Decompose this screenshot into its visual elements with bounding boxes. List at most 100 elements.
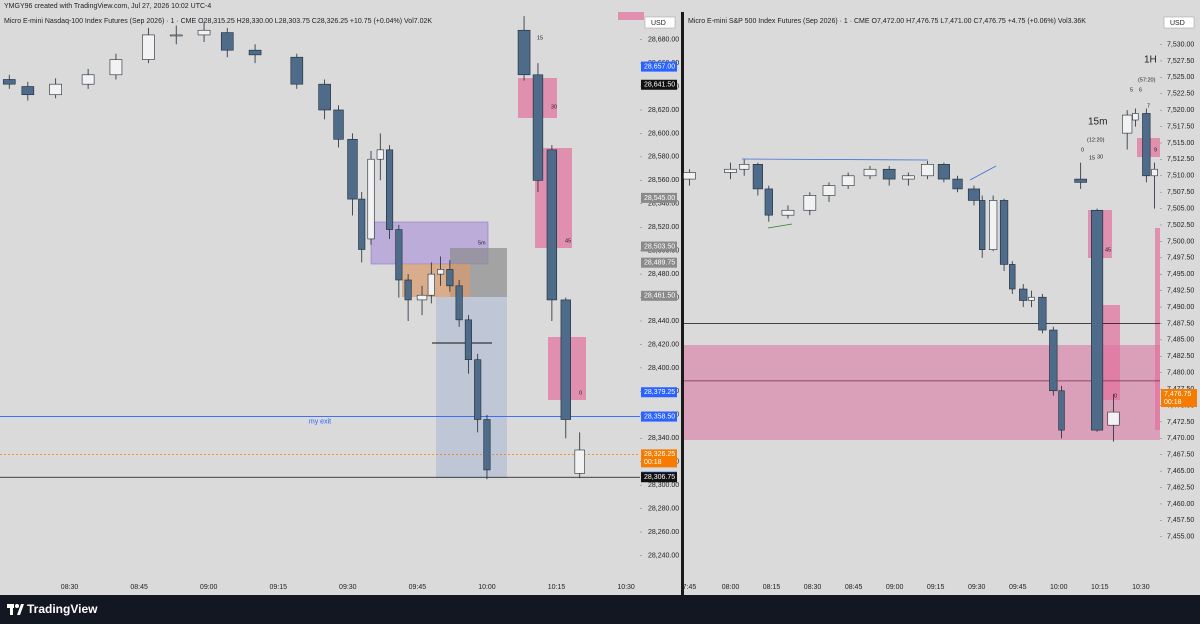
- candle-body: [1142, 113, 1151, 177]
- candle-body: [988, 200, 998, 250]
- price-label-box: [641, 79, 677, 90]
- annotation: 0: [1081, 147, 1084, 153]
- candle-body: [574, 449, 585, 474]
- candle-body: [546, 149, 558, 301]
- y-tick-label: 7,467.50: [1167, 452, 1194, 459]
- annotation: 15m: [1088, 117, 1107, 128]
- y-tick-label: 28,540.00: [648, 201, 679, 208]
- candle-body: [2, 79, 16, 85]
- y-tick-label: 7,495.00: [1167, 271, 1194, 278]
- countdown: 00:18: [644, 459, 662, 466]
- candle-body: [404, 279, 412, 301]
- currency: USD: [1170, 20, 1185, 27]
- annotation: 7: [1147, 103, 1150, 109]
- candle-body: [724, 168, 737, 173]
- y-tick-label: 7,527.50: [1167, 58, 1194, 65]
- candle-body: [169, 34, 183, 37]
- y-tick-label: 28,440.00: [648, 318, 679, 325]
- y-tick-label: 7,497.50: [1167, 255, 1194, 262]
- price-label-box: [641, 449, 677, 468]
- background: [0, 0, 1200, 595]
- candle-body: [921, 164, 934, 177]
- price-label: 7,476.75: [1164, 391, 1191, 398]
- y-tick-label: 7,462.50: [1167, 484, 1194, 491]
- y-tick-label: 28,580.00: [648, 154, 679, 161]
- currency-box: [644, 16, 676, 29]
- x-tick-label: 08:30: [61, 584, 79, 591]
- price-label-box: [641, 290, 677, 301]
- x-tick-label: 7:45: [683, 584, 697, 591]
- price-label: 28,379.25: [644, 389, 675, 396]
- panel-title: Micro E-mini S&P 500 Index Futures (Sep …: [688, 18, 1086, 25]
- candle-body: [1009, 264, 1016, 290]
- candle-body: [142, 34, 155, 60]
- y-tick-label: 7,485.00: [1167, 337, 1194, 344]
- y-tick-label: 28,400.00: [648, 365, 679, 372]
- x-tick-label: 08:30: [804, 584, 822, 591]
- price-label-box: [641, 192, 677, 203]
- annotation: 0: [579, 390, 582, 396]
- candle-body: [21, 86, 35, 96]
- annotation: 9: [1154, 147, 1157, 153]
- y-tick-label: 7,522.50: [1167, 91, 1194, 98]
- logo-part: [15, 604, 19, 608]
- annotation: 15: [537, 35, 543, 41]
- candle-body: [999, 200, 1009, 265]
- candle-body: [979, 200, 986, 250]
- price-label-box: [641, 472, 677, 483]
- y-tick-label: 28,420.00: [648, 341, 679, 348]
- price-label-box: [641, 411, 677, 422]
- candle-body: [446, 269, 454, 287]
- x-tick-label: 09:30: [339, 584, 357, 591]
- candle-body: [1049, 329, 1058, 392]
- candle-body: [427, 273, 435, 296]
- zone: [684, 345, 1160, 440]
- candle-body: [1107, 411, 1120, 426]
- panel-divider: [681, 12, 684, 595]
- y-tick-label: 7,492.50: [1167, 287, 1194, 294]
- x-tick-label: 08:15: [763, 584, 781, 591]
- y-tick-label: 7,505.00: [1167, 205, 1194, 212]
- y-tick-label: 28,280.00: [648, 505, 679, 512]
- x-tick-label: 10:15: [1091, 584, 1109, 591]
- candle-body: [683, 172, 696, 180]
- x-tick-label: 10:30: [1132, 584, 1150, 591]
- candle-body: [902, 175, 915, 180]
- candle-body: [197, 29, 211, 36]
- candle-body: [483, 419, 491, 471]
- candle-body: [248, 49, 262, 56]
- y-tick-label: 7,460.00: [1167, 501, 1194, 508]
- y-tick-label: 28,560.00: [648, 177, 679, 184]
- x-tick-label: 09:30: [968, 584, 986, 591]
- candle-body: [1091, 209, 1104, 431]
- price-label-box: [641, 257, 677, 268]
- candle-body: [1074, 178, 1087, 183]
- x-tick-label: 08:45: [130, 584, 148, 591]
- candle-body: [49, 83, 62, 96]
- x-tick-label: 10:00: [478, 584, 496, 591]
- candle-body: [437, 269, 445, 275]
- price-label-box: [641, 387, 677, 398]
- annotation: 0: [1114, 393, 1117, 399]
- candle-body: [290, 56, 304, 85]
- y-tick-label: 7,465.00: [1167, 468, 1194, 475]
- candle-body: [781, 209, 795, 216]
- y-tick-label: 7,500.00: [1167, 238, 1194, 245]
- x-tick-label: 08:00: [722, 584, 740, 591]
- annotation: 6: [1139, 87, 1142, 93]
- y-tick-label: 7,510.00: [1167, 173, 1194, 180]
- candle-body: [863, 168, 877, 177]
- candle-body: [318, 83, 331, 111]
- y-tick-label: 7,480.00: [1167, 370, 1194, 377]
- candle-body: [532, 74, 544, 181]
- y-tick-label: 28,300.00: [648, 482, 679, 489]
- y-tick-label: 7,517.50: [1167, 123, 1194, 130]
- y-tick-label: 7,530.00: [1167, 41, 1194, 48]
- annotation: 45: [565, 238, 571, 244]
- brand: TradingView: [27, 602, 98, 616]
- candle-body: [517, 29, 531, 76]
- y-tick-label: 7,502.50: [1167, 222, 1194, 229]
- x-tick-label: 09:00: [886, 584, 904, 591]
- candle-body: [464, 319, 472, 361]
- price-label: 28,657.00: [644, 63, 675, 70]
